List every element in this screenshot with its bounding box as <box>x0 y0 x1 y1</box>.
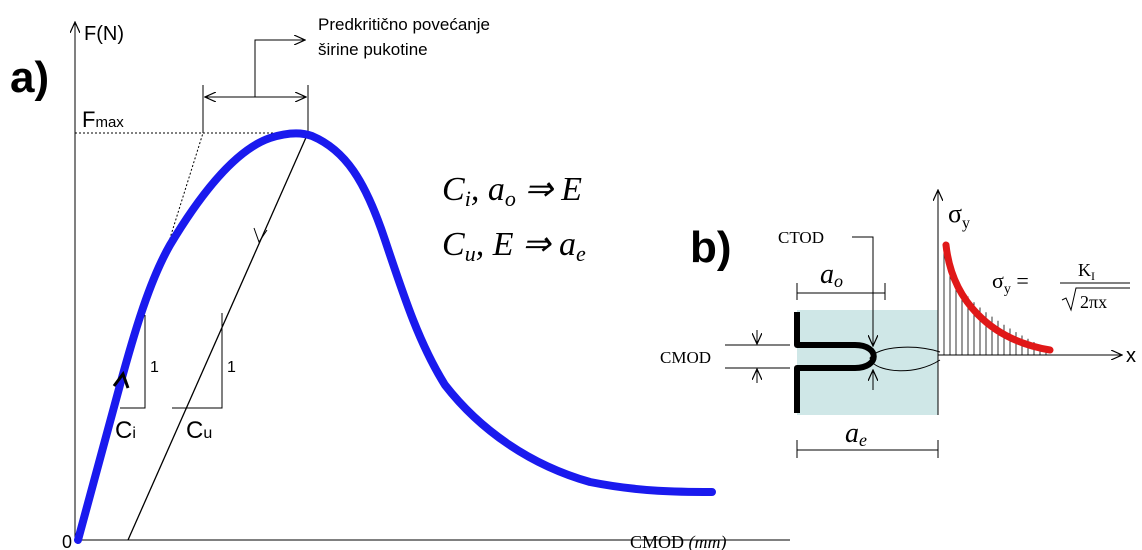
cu-label: Cu <box>186 417 212 444</box>
panel-label: b) <box>690 223 732 272</box>
panel-label: a) <box>10 53 49 102</box>
ctod-label: CTOD <box>778 228 824 247</box>
equation: Ci, ao ⇒ E <box>442 171 582 211</box>
annotation: Predkritično povećanje <box>318 15 490 34</box>
sigma-label: σy <box>948 199 970 232</box>
triangle <box>172 313 223 409</box>
y-axis-label: F(N) <box>84 23 124 45</box>
formula-lhs: σy = <box>992 268 1029 297</box>
ae-label: ae <box>845 418 867 450</box>
sqrt <box>1061 287 1130 312</box>
fmax-label: Fmax <box>82 107 124 132</box>
origin: 0 <box>62 532 72 550</box>
arrow <box>253 227 268 244</box>
slope-one: 1 <box>227 359 236 376</box>
ci-label: Ci <box>115 417 136 444</box>
equation: Cu, E ⇒ ae <box>442 226 586 266</box>
stress-hatch <box>943 248 1047 355</box>
annotation: širine pukotine <box>318 40 428 59</box>
leader <box>254 40 305 97</box>
slope-one: 1 <box>150 359 159 376</box>
unloading-line <box>127 132 309 541</box>
x-label: x <box>1126 345 1136 367</box>
crack <box>794 312 877 413</box>
cmod-label: CMOD <box>660 348 711 367</box>
stress-curve <box>942 241 1054 354</box>
load-curve <box>74 129 716 544</box>
triangle <box>120 315 146 409</box>
ao-label: ao <box>820 259 843 291</box>
x-axis-label: CMOD (mm) <box>630 532 727 550</box>
leader <box>852 236 873 346</box>
arrow <box>112 370 130 389</box>
formula-num: KI <box>1078 260 1095 283</box>
formula-den: 2πx <box>1080 292 1107 312</box>
